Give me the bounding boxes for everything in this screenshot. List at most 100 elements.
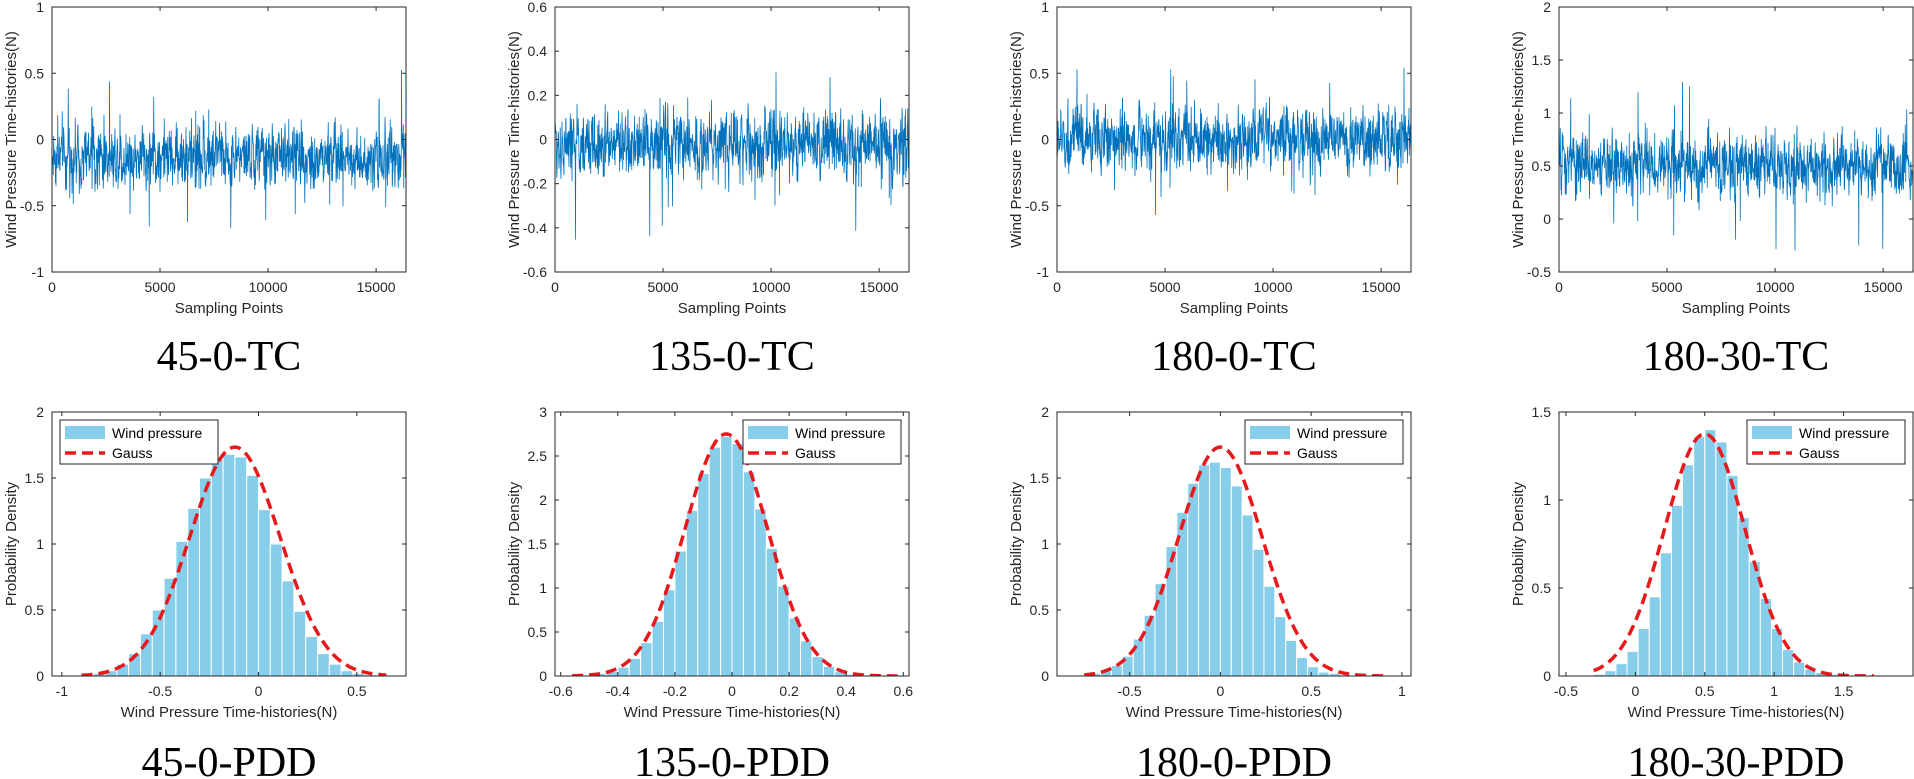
panel-caption: 180-0-PDD: [1136, 740, 1332, 779]
x-tick-label: 10000: [1254, 279, 1293, 295]
y-tick-label: -1: [1037, 264, 1050, 280]
histogram-bar: [1154, 583, 1167, 676]
plot-frame: [1558, 6, 1914, 273]
y-tick-label: 1: [36, 0, 44, 15]
plot-frame: [1558, 411, 1914, 677]
histogram-bar: [1693, 436, 1706, 676]
y-tick-label: 1: [539, 580, 547, 596]
x-tick-label: 0: [255, 683, 263, 699]
wind-pressure-signal-line: [1057, 67, 1411, 215]
x-axis-label: Wind Pressure Time-histories(N): [1628, 704, 1845, 721]
gauss-fit-line: [1084, 445, 1388, 676]
histogram-bar: [1682, 464, 1695, 676]
x-tick-label: 5000: [647, 279, 678, 295]
y-axis-label: Wind Pressure Time-histories(N): [1008, 31, 1025, 248]
y-tick-label: 1.5: [1532, 404, 1552, 420]
gauss-fit-line: [572, 432, 898, 676]
histogram-bar: [811, 656, 824, 676]
histogram-bar: [617, 666, 630, 676]
legend-label-wind-pressure: Wind pressure: [1799, 425, 1889, 441]
histogram-bar: [281, 580, 295, 676]
legend: Wind pressure Gauss: [1746, 419, 1906, 465]
x-tick-label: 1: [1770, 683, 1778, 699]
y-axis-label: Wind Pressure Time-histories(N): [506, 31, 523, 248]
y-tick-label: 0: [1543, 211, 1551, 227]
y-tick-label: -0.5: [20, 198, 44, 214]
y-axis-label: Probability Density: [1510, 481, 1527, 606]
pdd-panel: Wind pressure Gauss -1 -0.5 0 0.5 0 0.5 1 1.5 2 Win…: [3, 404, 407, 779]
legend: Wind pressure Gauss: [59, 419, 219, 465]
histogram-bar: [1317, 671, 1330, 676]
legend: Wind pressure Gauss: [1244, 419, 1404, 465]
y-tick-label: 0: [36, 668, 44, 684]
x-tick-label: 5000: [144, 279, 175, 295]
x-tick-label: 15000: [1864, 279, 1903, 295]
y-tick-label: 1.5: [25, 470, 45, 486]
x-axis-label: Sampling Points: [1180, 300, 1288, 317]
histogram-bar: [708, 446, 722, 676]
y-tick-label: -1: [32, 264, 45, 280]
x-axis-label: Wind Pressure Time-histories(N): [1126, 704, 1343, 721]
y-tick-label: -0.2: [523, 176, 547, 192]
histogram-bar: [754, 508, 767, 676]
histogram-bar: [731, 443, 744, 676]
y-tick-label: 0: [539, 132, 547, 148]
legend-box: [742, 419, 902, 465]
y-tick-label: 0.5: [528, 624, 548, 640]
histogram-bar: [293, 610, 307, 676]
x-tick-label: 0: [48, 279, 56, 295]
panel-caption: 180-30-TC: [1643, 334, 1830, 380]
histogram-bar: [1659, 552, 1672, 676]
y-tick-label: 2: [36, 404, 44, 420]
y-tick-label: 2.5: [528, 448, 548, 464]
legend-label-gauss: Gauss: [1799, 445, 1839, 461]
legend-label-gauss: Gauss: [1297, 445, 1337, 461]
histogram-bar: [1626, 650, 1639, 676]
histogram-bar: [1208, 461, 1221, 676]
x-tick-label: 0: [1053, 279, 1061, 295]
panel-caption: 45-0-TC: [157, 334, 302, 380]
x-axis-label: Sampling Points: [175, 300, 283, 317]
y-tick-label: 0.5: [1532, 580, 1552, 596]
histogram-bar: [222, 453, 236, 676]
legend-bar-swatch: [1250, 426, 1290, 439]
x-tick-label: 5000: [1149, 279, 1180, 295]
x-axis-label: Sampling Points: [1682, 300, 1790, 317]
histogram-bar: [199, 477, 212, 676]
histogram-bar: [651, 620, 664, 676]
legend-label-wind-pressure: Wind pressure: [795, 425, 885, 441]
x-tick-label: 15000: [860, 279, 899, 295]
y-tick-label: 1: [36, 536, 44, 552]
x-tick-label: 1: [1398, 683, 1406, 699]
histogram-bar: [328, 663, 342, 676]
x-axis-label: Sampling Points: [678, 300, 786, 317]
x-tick-label: 0.6: [894, 683, 914, 699]
x-tick-label: 0.4: [836, 683, 856, 699]
x-tick-label: -0.2: [663, 683, 687, 699]
y-tick-label: 0.5: [25, 602, 45, 618]
x-tick-label: 0: [728, 683, 736, 699]
histogram-bar: [1793, 661, 1806, 676]
x-axis-label: Wind Pressure Time-histories(N): [121, 704, 338, 721]
x-tick-label: 0: [1216, 683, 1224, 699]
legend: Wind pressure Gauss: [742, 419, 902, 465]
y-tick-label: 0.5: [25, 65, 45, 81]
histogram-bar: [151, 609, 165, 676]
y-tick-label: -0.5: [1025, 198, 1049, 214]
y-tick-label: 3: [539, 404, 547, 420]
histogram-bar: [1670, 504, 1684, 676]
x-tick-label: 10000: [752, 279, 791, 295]
histogram-bar: [1704, 429, 1717, 676]
histogram-bar: [1241, 514, 1254, 676]
x-tick-label: 0.2: [779, 683, 799, 699]
x-tick-label: -0.5: [1554, 683, 1578, 699]
histogram-bar: [1604, 670, 1617, 676]
histogram-bar: [1726, 474, 1739, 676]
histogram-bar: [1132, 638, 1145, 676]
x-tick-label: 15000: [357, 279, 396, 295]
histogram-bar: [1615, 663, 1628, 676]
wind-pressure-signal-line: [555, 72, 909, 240]
x-tick-label: 0: [1555, 279, 1563, 295]
